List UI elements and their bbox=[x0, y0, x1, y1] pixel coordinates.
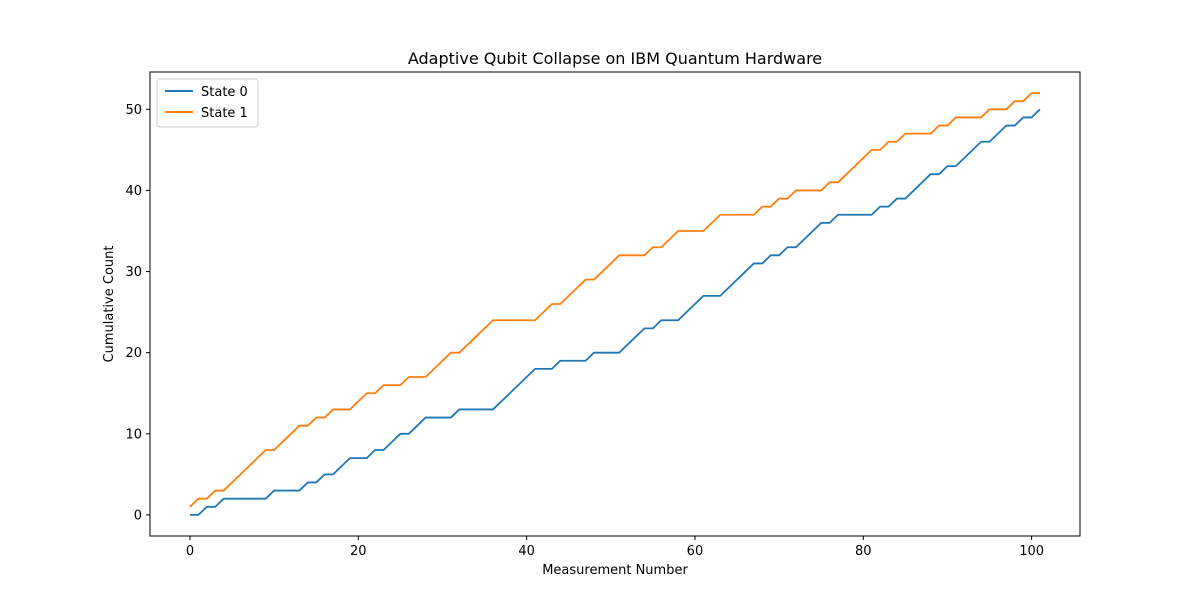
x-tick-label: 80 bbox=[855, 544, 872, 559]
y-tick-label: 40 bbox=[125, 184, 142, 199]
x-tick-label: 100 bbox=[1019, 544, 1044, 559]
legend: State 0 State 1 bbox=[156, 78, 259, 128]
x-tick-label: 60 bbox=[687, 544, 704, 559]
x-axis-label: Measurement Number bbox=[542, 563, 688, 578]
x-tick-label: 40 bbox=[518, 544, 535, 559]
y-axis-ticks: 0 10 20 30 40 50 bbox=[125, 103, 150, 523]
series-line-state-0 bbox=[189, 108, 1041, 516]
y-tick-label: 30 bbox=[125, 265, 142, 280]
x-tick-label: 0 bbox=[186, 544, 194, 559]
y-tick-label: 0 bbox=[134, 508, 142, 523]
y-tick-label: 20 bbox=[125, 346, 142, 361]
y-axis-label: Cumulative Count bbox=[102, 246, 117, 363]
chart-title: Adaptive Qubit Collapse on IBM Quantum H… bbox=[408, 49, 822, 68]
x-tick-label: 20 bbox=[350, 544, 367, 559]
y-tick-label: 10 bbox=[125, 427, 142, 442]
y-tick-label: 50 bbox=[125, 103, 142, 118]
plot-area-frame bbox=[149, 71, 1081, 537]
series-line-state-1 bbox=[189, 92, 1041, 508]
legend-label-state-1: State 1 bbox=[201, 106, 248, 121]
legend-label-state-0: State 0 bbox=[201, 85, 248, 100]
series-layer bbox=[189, 92, 1041, 516]
x-axis-ticks: 0 20 40 60 80 100 bbox=[186, 536, 1044, 559]
